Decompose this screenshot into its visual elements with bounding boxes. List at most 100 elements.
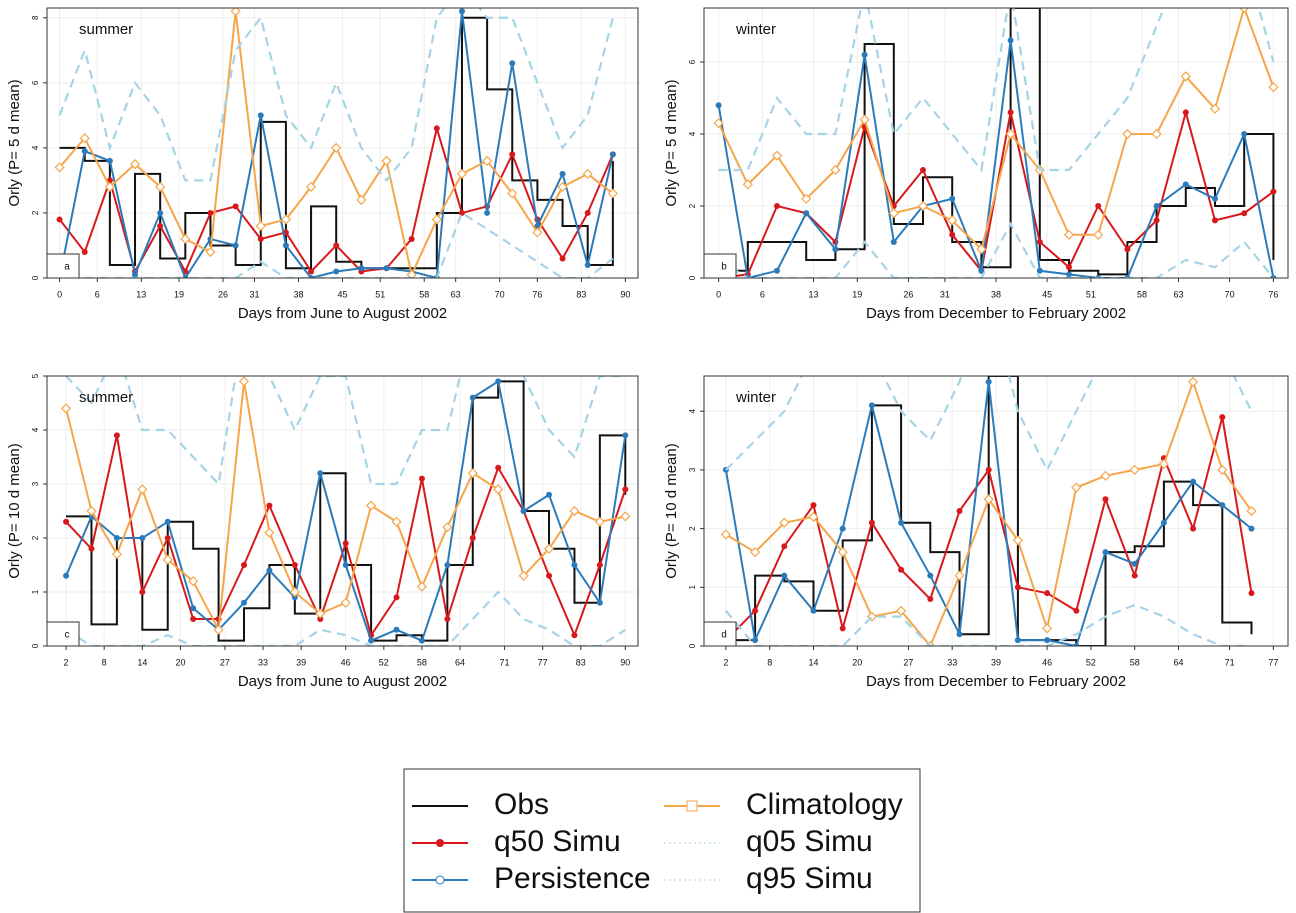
marker	[927, 572, 934, 579]
marker	[810, 607, 817, 614]
marker	[1270, 275, 1277, 278]
x-tick-label: 26	[218, 289, 228, 299]
marker	[340, 597, 351, 608]
marker	[1102, 496, 1109, 503]
marker	[584, 261, 591, 268]
marker	[839, 625, 846, 632]
legend-marker	[435, 875, 445, 885]
marker	[1073, 643, 1080, 646]
marker	[837, 546, 848, 558]
marker	[557, 181, 568, 193]
marker	[482, 155, 493, 166]
marker	[264, 527, 275, 538]
marker	[947, 215, 958, 226]
marker	[257, 112, 264, 119]
y-tick-label: 4	[688, 408, 697, 413]
marker	[190, 616, 197, 622]
y-tick-label: 2	[688, 203, 697, 208]
marker	[86, 505, 97, 517]
x-tick-label: 38	[293, 289, 303, 299]
marker	[720, 529, 731, 540]
marker	[315, 608, 326, 619]
marker	[1129, 464, 1140, 476]
x-tick-label: 90	[620, 657, 630, 667]
marker	[868, 402, 875, 409]
marker	[1158, 458, 1169, 470]
x-tick-label: 31	[249, 289, 259, 299]
marker	[458, 209, 465, 216]
marker	[1188, 376, 1199, 387]
marker	[1122, 128, 1133, 140]
y-tick-label: 2	[688, 526, 697, 531]
marker	[532, 227, 543, 238]
marker	[1005, 128, 1016, 140]
marker	[308, 268, 315, 275]
x-tick-label: 6	[95, 289, 100, 299]
marker	[898, 566, 905, 573]
marker	[317, 470, 324, 477]
marker	[1124, 246, 1131, 253]
marker	[1153, 217, 1160, 224]
x-tick-label: 26	[903, 289, 913, 299]
legend-label: Climatology	[746, 788, 903, 821]
y-tick-label: 6	[31, 80, 40, 85]
marker	[81, 148, 88, 155]
marker	[132, 271, 139, 278]
x-axis-label: Days from June to August 2002	[238, 673, 447, 690]
panel-box	[46, 621, 80, 647]
x-tick-label: 14	[137, 657, 147, 667]
marker	[81, 248, 88, 255]
series-line	[58, 211, 614, 278]
marker	[859, 114, 870, 125]
marker	[1036, 239, 1043, 245]
x-tick-label: 39	[296, 657, 306, 667]
marker	[1209, 103, 1221, 114]
marker	[546, 491, 553, 498]
panel: 0 1 2 3 4 2 8 14 20 27 33 39 46 52 58 64 71 77 Days from D…	[663, 375, 1289, 690]
marker	[808, 511, 819, 522]
marker	[289, 586, 300, 598]
marker	[180, 233, 191, 245]
marker	[1248, 590, 1255, 597]
marker	[213, 624, 224, 635]
y-axis-label: Orly (P= 5 d mean)	[663, 79, 680, 206]
marker	[620, 511, 631, 522]
season-label: summer	[79, 389, 133, 406]
y-axis-label: Orly (P= 10 d mean)	[6, 443, 23, 578]
marker	[1093, 229, 1104, 240]
marker	[232, 242, 239, 249]
marker	[1217, 464, 1228, 476]
marker	[509, 151, 516, 158]
x-tick-label: 83	[576, 289, 586, 299]
marker	[949, 231, 956, 238]
x-tick-label: 70	[495, 289, 505, 299]
x-tick-label: 33	[258, 657, 268, 667]
marker	[467, 468, 478, 479]
x-tick-label: 27	[220, 657, 230, 667]
y-tick-label: 6	[688, 59, 697, 64]
marker	[888, 208, 899, 219]
marker	[803, 210, 810, 217]
marker	[162, 554, 173, 565]
y-tick-label: 3	[688, 467, 697, 472]
x-tick-label: 2	[64, 657, 69, 667]
x-tick-label: 52	[379, 657, 389, 667]
marker	[1182, 109, 1189, 116]
y-tick-label: 1	[688, 585, 697, 590]
x-tick-label: 19	[852, 289, 862, 299]
marker	[1190, 478, 1197, 485]
marker	[622, 432, 629, 439]
panel-letter: a	[64, 262, 70, 273]
legend-label: q05 Simu	[746, 825, 873, 858]
x-tick-label: 77	[1268, 657, 1278, 667]
marker	[1212, 195, 1218, 202]
marker	[752, 637, 759, 644]
legend-marker	[436, 839, 444, 847]
marker	[79, 133, 90, 144]
x-tick-label: 90	[620, 289, 630, 299]
marker	[781, 543, 788, 550]
marker	[1190, 525, 1197, 532]
marker	[1095, 203, 1102, 209]
x-tick-label: 2	[723, 657, 728, 667]
